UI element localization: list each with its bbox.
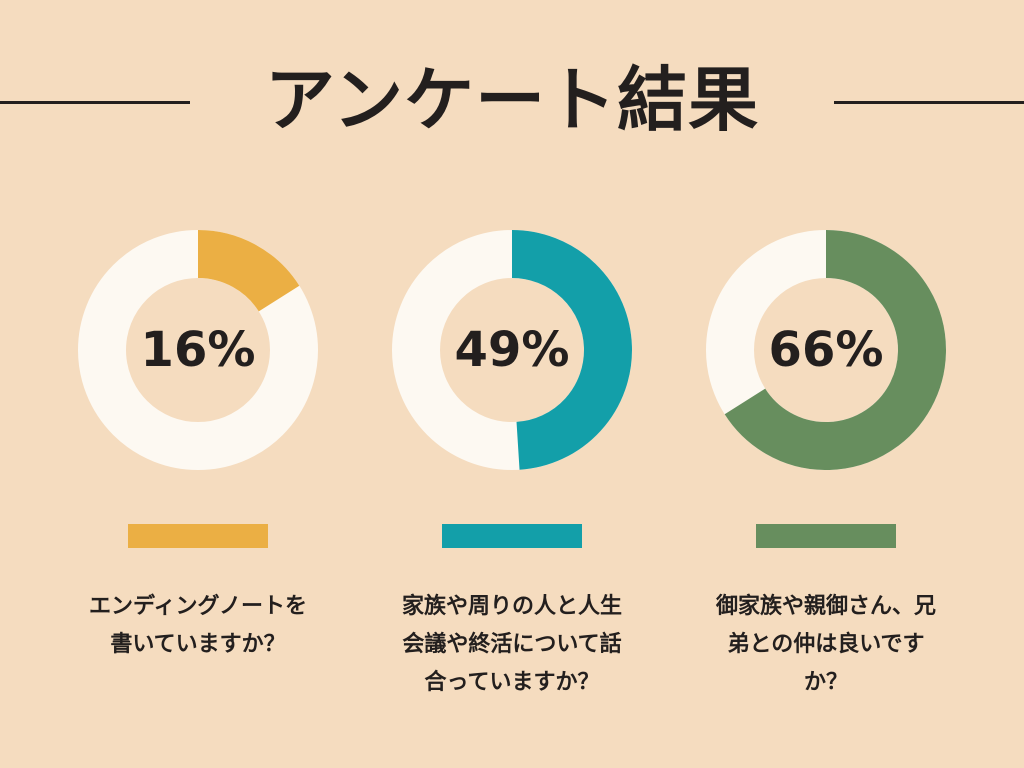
survey-panel-3: 66% 御家族や親御さん、兄 弟との仲は良いです か？: [676, 0, 976, 768]
donut-slice: [197, 230, 300, 313]
donut-chart-2: [392, 230, 632, 470]
donut-slice: [511, 230, 632, 470]
color-bar: [756, 524, 896, 548]
percent-label: 16%: [140, 322, 256, 378]
percent-label: 49%: [454, 322, 570, 378]
question-text: 家族や周りの人と人生 会議や終活について話 合っていますか？: [401, 594, 622, 695]
page-title: アンケート結果: [264, 59, 760, 141]
title-rule-left: [0, 101, 190, 104]
survey-panel-1: 16% エンディングノートを 書いていますか？: [48, 0, 348, 768]
question-text: エンディングノートを 書いていますか？: [88, 594, 308, 657]
percent-label: 66%: [768, 322, 884, 378]
color-bar: [128, 524, 268, 548]
color-bar: [442, 524, 582, 548]
donut-slice: [724, 230, 946, 470]
donut-chart-1: [78, 230, 318, 470]
question-text: 御家族や親御さん、兄 弟との仲は良いです か？: [715, 594, 936, 695]
title-rule-right: [834, 101, 1024, 104]
donut-chart-3: [706, 230, 946, 470]
survey-panel-2: 49% 家族や周りの人と人生 会議や終活について話 合っていますか？: [362, 0, 662, 768]
